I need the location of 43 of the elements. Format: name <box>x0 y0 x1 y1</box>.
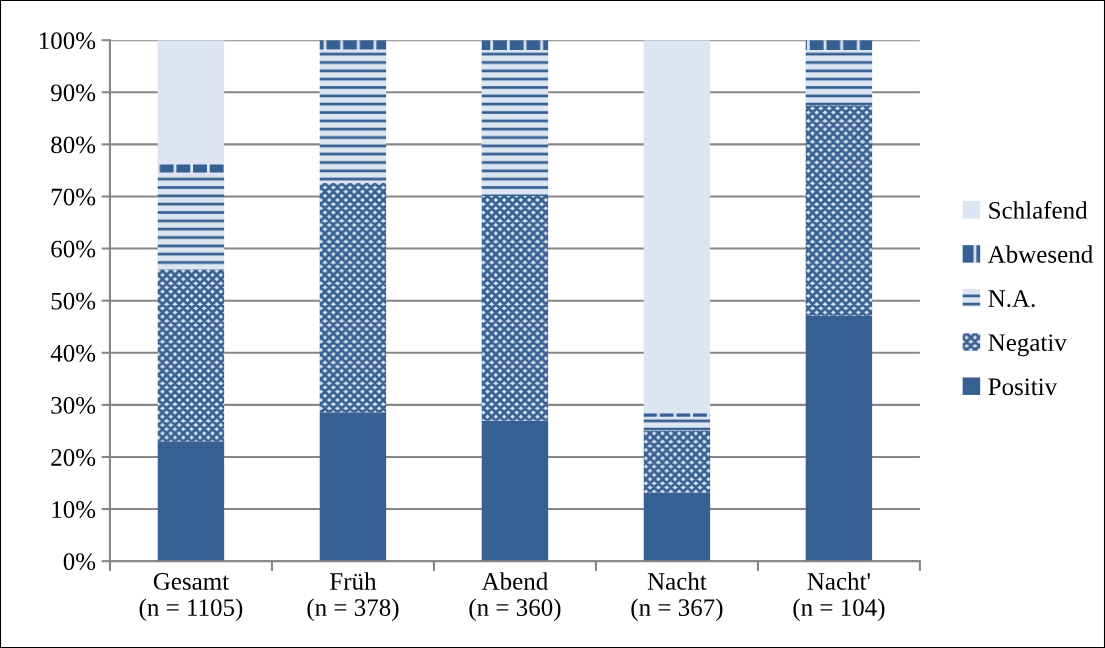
bar <box>319 182 387 413</box>
bar <box>481 420 549 562</box>
bar <box>481 40 549 51</box>
bar <box>643 430 711 493</box>
bar <box>481 195 549 421</box>
bar <box>157 164 225 173</box>
y-tick-label: 50% <box>51 292 96 310</box>
bar <box>157 40 225 165</box>
bar <box>643 492 711 562</box>
bar <box>643 413 711 417</box>
bar <box>805 315 873 562</box>
bar <box>805 40 873 51</box>
y-tick-label: 70% <box>51 188 96 206</box>
y-tick-label: 60% <box>51 240 96 258</box>
bar <box>643 416 711 431</box>
y-tick-label: 90% <box>51 84 96 102</box>
bar <box>481 50 549 196</box>
legend-label: Positiv <box>988 378 1058 396</box>
legend-label: Abwesend <box>987 245 1093 263</box>
bar <box>805 50 873 106</box>
legend-label: Negativ <box>988 334 1067 357</box>
y-tick-label: 20% <box>51 449 96 466</box>
bar <box>319 49 387 183</box>
y-tick-label: 0% <box>63 553 96 571</box>
x-tick-label: Nacht (n = 367) <box>631 572 723 622</box>
bar <box>643 40 711 414</box>
y-tick-label: 100% <box>39 32 96 50</box>
x-tick-label: Nacht' (n = 104) <box>793 572 885 622</box>
bar <box>319 412 387 562</box>
x-tick-label: Gesamt (n = 1105) <box>139 573 243 622</box>
bar <box>157 441 225 562</box>
bar <box>319 40 387 50</box>
x-tick-label: Abend (n = 360) <box>469 572 561 622</box>
bar <box>157 172 225 270</box>
x-tick-label: Früh (n = 378) <box>307 572 399 622</box>
y-tick-label: 80% <box>51 136 96 154</box>
legend-label: N.A. <box>988 290 1035 308</box>
y-tick-label: 30% <box>51 396 96 414</box>
legend-label: Schlafend <box>989 200 1088 219</box>
bar <box>157 269 225 442</box>
y-tick-label: 10% <box>52 501 96 519</box>
y-tick-label: 40% <box>50 344 96 362</box>
bar <box>805 105 873 316</box>
